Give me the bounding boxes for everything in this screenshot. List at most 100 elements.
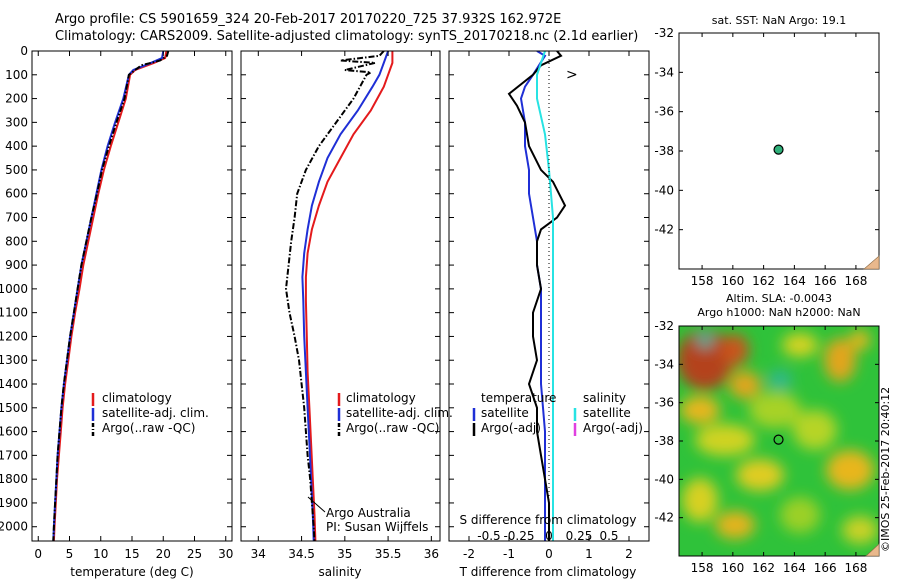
y-tick-label: 1700 — [0, 448, 28, 462]
plot-title-line-2: Climatology: CARS2009. Satellite-adjuste… — [55, 29, 639, 44]
map-x-tick-label: 162 — [752, 561, 775, 575]
s-tick-label: -0.25 — [503, 529, 534, 543]
temperature-legend: climatology satellite-adj. clim. Argo(..… — [91, 391, 209, 436]
x-tick-label: 30 — [218, 547, 233, 561]
x-tick-label: 5 — [66, 547, 74, 561]
map-y-tick-label: -32 — [654, 26, 674, 40]
x-tick-label: 15 — [124, 547, 139, 561]
series-line-climatology — [304, 51, 394, 541]
y-tick-label: 1100 — [0, 306, 28, 320]
x-tick-label: 0 — [34, 547, 42, 561]
x-tick-label: 1 — [585, 547, 593, 561]
x-tick-label: 0 — [545, 547, 553, 561]
series-line-temperature-satellite — [519, 51, 547, 541]
difference-legend: temperature satellite Argo(-adj) salinit… — [472, 391, 643, 436]
map-y-tick-label: -36 — [654, 105, 674, 119]
y-tick-label: 1800 — [0, 472, 28, 486]
annotation-pointer — [307, 496, 326, 513]
t-difference-label: T difference from climatology — [459, 565, 637, 579]
annotation-line-2: PI: Susan Wijffels — [326, 520, 428, 534]
coastline-patch — [865, 543, 880, 557]
y-tick-label: 0 — [20, 44, 28, 58]
map-x-tick-label: 162 — [752, 274, 775, 288]
y-tick-label: 100 — [5, 68, 28, 82]
legend-header-temperature: temperature — [481, 391, 556, 405]
map-x-tick-label: 164 — [783, 561, 806, 575]
salinity-xlabel: salinity — [318, 565, 361, 579]
x-tick-label: 35.5 — [375, 547, 402, 561]
float-position-marker — [773, 144, 784, 155]
map-y-tick-label: -32 — [654, 319, 674, 333]
y-tick-label: 1300 — [0, 353, 28, 367]
legend-label-satellite: satellite-adj. clim. — [346, 406, 453, 420]
map-y-tick-label: -38 — [654, 434, 674, 448]
legend-label-temp-argo: Argo(-adj) — [481, 421, 541, 435]
map-x-tick-label: 168 — [844, 274, 867, 288]
s-tick-label: 0.25 — [566, 529, 593, 543]
sla-heatmap — [679, 326, 879, 556]
map-y-tick-label: -34 — [654, 65, 674, 79]
legend-label-argo: Argo(..raw -QC) — [102, 421, 195, 435]
map-y-tick-label: -36 — [654, 396, 674, 410]
sla-map-panel: Altim. SLA: -0.0043 Argo h1000: NaN h200… — [654, 292, 880, 575]
y-tick-label: 1200 — [0, 329, 28, 343]
difference-panel: -2 -1 0 1 2 -0.5 -0.25 0 0.25 0.5 S difference fr… — [448, 50, 650, 579]
map-x-tick-label: 158 — [691, 561, 714, 575]
coastline-patch — [863, 255, 880, 270]
x-tick-label: 25 — [187, 547, 202, 561]
y-tick-label: 600 — [5, 187, 28, 201]
y-tick-label: 400 — [5, 139, 28, 153]
y-tick-label: 700 — [5, 211, 28, 225]
map-y-tick-label: -42 — [654, 223, 674, 237]
salinity-legend: climatology satellite-adj. clim. Argo(..… — [337, 391, 453, 436]
map-x-tick-label: 166 — [814, 561, 837, 575]
map-x-tick-label: 160 — [721, 274, 744, 288]
y-tick-label: 1000 — [0, 282, 28, 296]
legend-label-argo: Argo(..raw -QC) — [346, 421, 439, 435]
credit-stamp: ©IMOS 25-Feb-2017 20:40:12 — [879, 386, 892, 552]
series-line-temperature-argo-adj- — [507, 51, 567, 541]
map-y-tick-label: -42 — [654, 511, 674, 525]
legend-label-climatology: climatology — [102, 391, 172, 405]
series-line-satellite-adj-clim- — [301, 51, 390, 541]
annotation-line-1: Argo Australia — [326, 506, 411, 520]
legend-label-temp-satellite: satellite — [481, 406, 529, 420]
s-difference-label: S difference from climatology — [460, 513, 637, 527]
y-tick-label: 2000 — [0, 520, 28, 534]
x-tick-label: 2 — [625, 547, 633, 561]
series-line-argo-raw-qc- — [284, 51, 385, 541]
series-line-argo-raw-qc- — [52, 51, 170, 541]
x-tick-label: -1 — [503, 547, 515, 561]
salinity-panel: 34 34.5 35 35.5 36 salinity climatology sate… — [240, 50, 453, 579]
map-x-tick-label: 160 — [721, 561, 744, 575]
legend-label-sal-argo: Argo(-adj) — [583, 421, 643, 435]
map-y-tick-label: -40 — [654, 183, 674, 197]
s-tick-label: 0 — [545, 529, 553, 543]
x-tick-label: 34 — [251, 547, 266, 561]
map-y-tick-label: -38 — [654, 144, 674, 158]
legend-label-satellite: satellite-adj. clim. — [102, 406, 209, 420]
y-tick-label: 800 — [5, 234, 28, 248]
map-x-tick-label: 166 — [814, 274, 837, 288]
plot-title-line-1: Argo profile: CS 5901659_324 20-Feb-2017… — [55, 12, 562, 27]
y-tick-label: 1500 — [0, 401, 28, 415]
legend-label-sal-satellite: satellite — [583, 406, 631, 420]
map-y-tick-label: -34 — [654, 357, 674, 371]
s-tick-label: 0.5 — [599, 529, 618, 543]
x-tick-label: -2 — [463, 547, 475, 561]
y-tick-label: 500 — [5, 163, 28, 177]
y-tick-label: 1600 — [0, 425, 28, 439]
sla-map-title: Altim. SLA: -0.0043 — [726, 292, 832, 305]
difference-arrow-glyph: > — [566, 67, 578, 83]
y-tick-label: 1400 — [0, 377, 28, 391]
x-tick-label: 34.5 — [288, 547, 315, 561]
salinity-frame — [240, 50, 441, 542]
temperature-xlabel: temperature (deg C) — [70, 565, 193, 579]
sst-map-title: sat. SST: NaN Argo: 19.1 — [712, 14, 846, 27]
s-tick-label: -0.5 — [477, 529, 500, 543]
x-tick-label: 10 — [93, 547, 108, 561]
y-tick-label: 200 — [5, 92, 28, 106]
map-y-tick-label: -40 — [654, 472, 674, 486]
y-tick-label: 900 — [5, 258, 28, 272]
